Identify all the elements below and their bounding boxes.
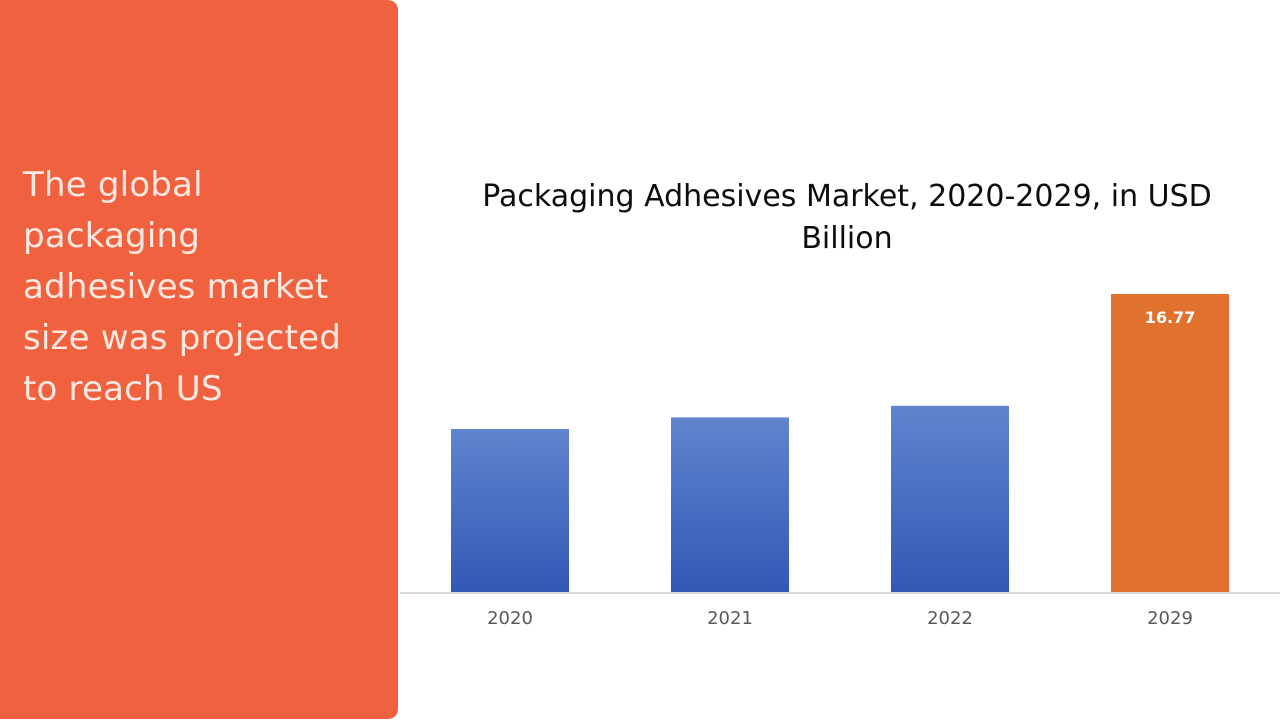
left-panel: The global packaging adhesives market si… xyxy=(0,0,398,719)
x-tick-label-2029: 2029 xyxy=(1147,608,1193,629)
bars-layer xyxy=(451,294,1229,593)
chart-title: Packaging Adhesives Market, 2020-2029, i… xyxy=(482,179,1212,256)
x-tick-label-2020: 2020 xyxy=(487,608,533,629)
labels-layer: 2020 2021 2022 2029 16.77 xyxy=(487,308,1195,629)
x-tick-label-2022: 2022 xyxy=(927,608,973,629)
data-label-2029: 16.77 xyxy=(1145,308,1196,327)
bar-2029 xyxy=(1111,294,1229,593)
x-tick-label-2021: 2021 xyxy=(707,608,753,629)
bar-2021 xyxy=(671,417,789,593)
bar-2022 xyxy=(891,405,1009,593)
panel-text: The global packaging adhesives market si… xyxy=(23,165,342,409)
bar-2020 xyxy=(451,429,569,593)
